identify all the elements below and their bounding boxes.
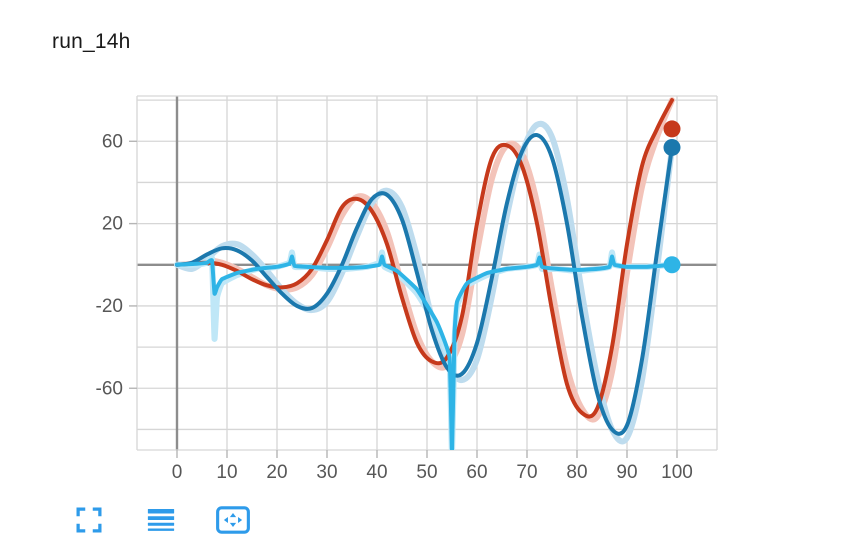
- x-tick-label: 80: [566, 462, 587, 482]
- red-endpoint[interactable]: [663, 120, 681, 138]
- lightblue-endpoint[interactable]: [663, 256, 681, 274]
- chart-toolbar[interactable]: [66, 494, 256, 546]
- page-title: run_14h: [52, 30, 131, 53]
- series-line-blue-smoothed[interactable]: [175, 133, 674, 436]
- series-line-lightblue-smoothed[interactable]: [175, 254, 674, 450]
- x-tick-label: 90: [616, 462, 637, 482]
- series-line-red-smoothed[interactable]: [175, 98, 674, 419]
- list-lines-icon[interactable]: [138, 497, 184, 543]
- x-tick-label: 100: [661, 462, 693, 482]
- blue-endpoint[interactable]: [663, 138, 681, 156]
- chart-endpoints-group: [663, 120, 681, 274]
- y-tick-label: 20: [102, 214, 123, 235]
- y-tick-label: 60: [102, 131, 123, 152]
- line-chart[interactable]: 60 20 -20 -60 0 10 20 30 40 50 60 70 80 90 100: [0, 72, 856, 482]
- y-tick-label: -60: [96, 378, 123, 399]
- list-lines-icon-glyph: [147, 509, 175, 531]
- chart-tick-labels: 60 20 -20 -60 0 10 20 30 40 50 60 70 80 90 100: [96, 131, 693, 482]
- fullscreen-icon[interactable]: [66, 497, 112, 543]
- chart-series-group: [174, 97, 675, 450]
- x-tick-label: 50: [416, 462, 437, 482]
- x-tick-label: 40: [366, 462, 387, 482]
- x-tick-label: 70: [516, 462, 537, 482]
- chart-plot-area[interactable]: 60 20 -20 -60 0 10 20 30 40 50 60 70 80 90 100: [0, 72, 856, 482]
- fullscreen-icon-glyph: [76, 507, 102, 533]
- pan-move-icon[interactable]: [210, 497, 256, 543]
- y-tick-label: -20: [96, 296, 123, 317]
- x-tick-label: 0: [172, 462, 183, 482]
- x-tick-label: 10: [216, 462, 237, 482]
- x-tick-label: 60: [466, 462, 487, 482]
- pan-move-icon-glyph: [216, 506, 250, 534]
- x-tick-label: 30: [316, 462, 337, 482]
- x-tick-label: 20: [266, 462, 287, 482]
